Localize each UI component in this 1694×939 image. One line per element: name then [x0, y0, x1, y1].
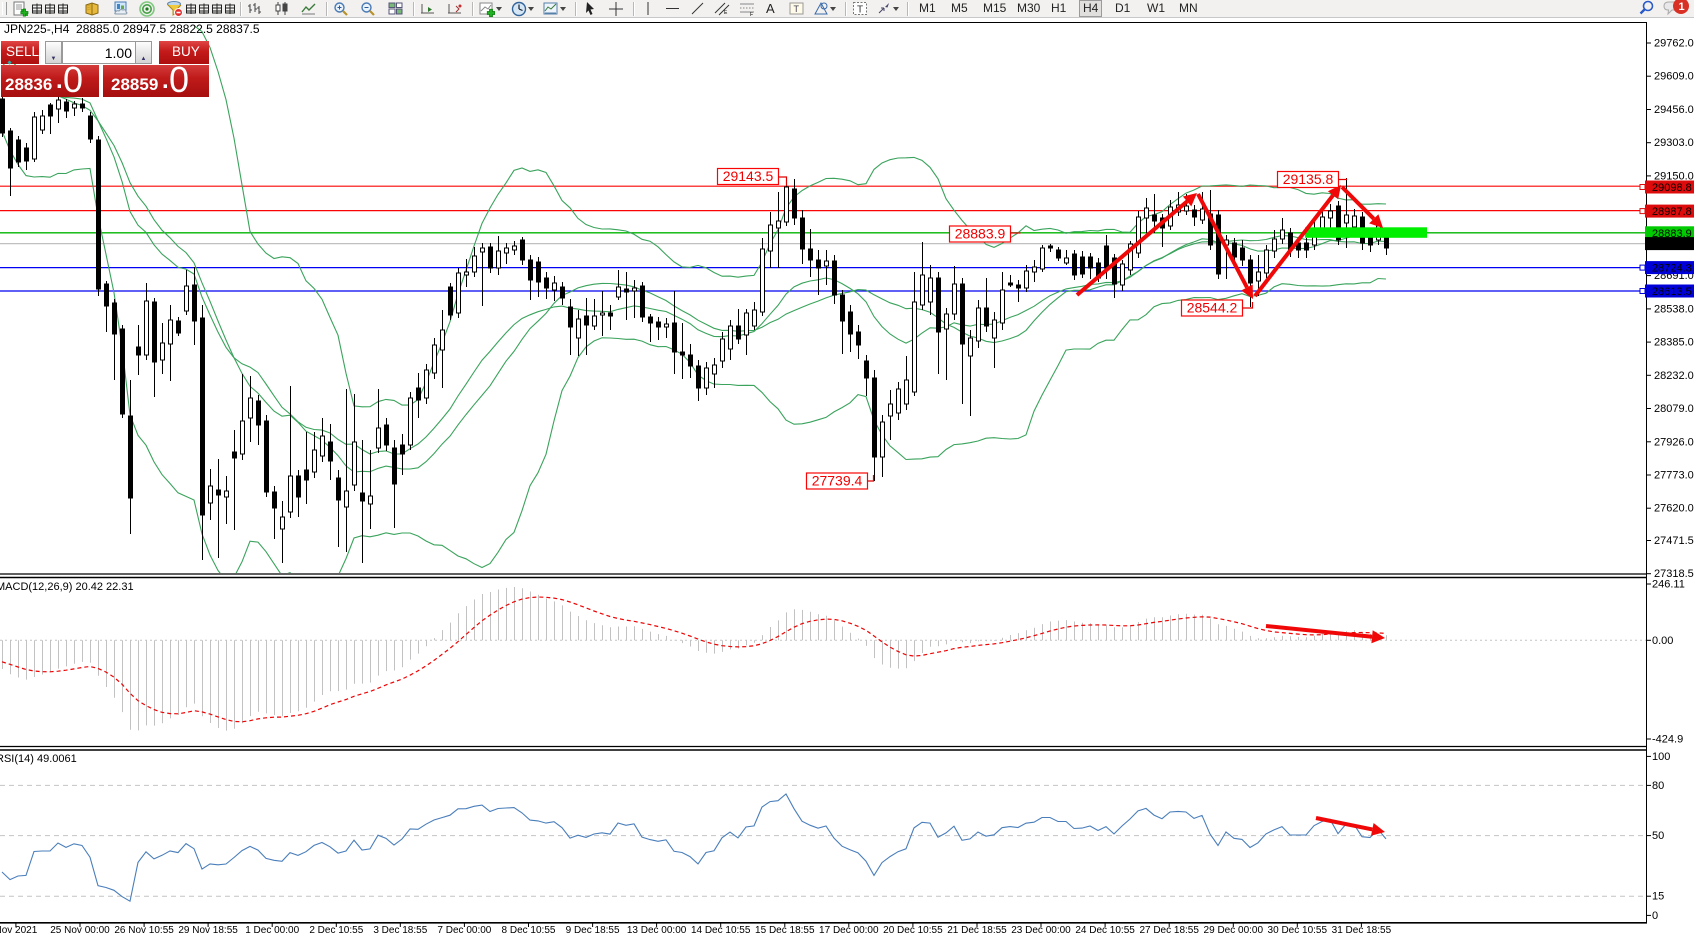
svg-text:JPN225-,H4 28885.0 28947.5 28: JPN225-,H4 28885.0 28947.5 28822.5 28837…	[4, 22, 260, 36]
svg-text:1 Dec 00:00: 1 Dec 00:00	[245, 925, 299, 934]
svg-text:26 Nov 10:55: 26 Nov 10:55	[114, 925, 174, 934]
svg-text:25 Nov 00:00: 25 Nov 00:00	[50, 925, 110, 934]
svg-text:0.00: 0.00	[1652, 635, 1673, 647]
svg-text:E: E	[724, 10, 728, 16]
svg-text:28232.0: 28232.0	[1654, 370, 1694, 382]
svg-text:21 Dec 18:55: 21 Dec 18:55	[947, 925, 1007, 934]
svg-text:T: T	[794, 4, 800, 14]
svg-text:29 Dec 00:00: 29 Dec 00:00	[1204, 925, 1264, 934]
svg-text:29135.8: 29135.8	[1283, 171, 1334, 187]
svg-text:50: 50	[1652, 830, 1664, 842]
svg-text:17 Dec 00:00: 17 Dec 00:00	[819, 925, 879, 934]
svg-text:MACD(12,26,9) 20.42 22.31: MACD(12,26,9) 20.42 22.31	[0, 581, 134, 593]
svg-text:28544.2: 28544.2	[1187, 300, 1238, 316]
svg-text:28883.9: 28883.9	[1652, 228, 1692, 240]
svg-text:28538.0: 28538.0	[1654, 303, 1694, 315]
svg-text:30 Dec 10:55: 30 Dec 10:55	[1268, 925, 1328, 934]
svg-text:27620.0: 27620.0	[1654, 503, 1694, 515]
svg-text:14 Dec 10:55: 14 Dec 10:55	[691, 925, 751, 934]
svg-text:28613.5: 28613.5	[1652, 286, 1692, 298]
svg-text:13 Dec 00:00: 13 Dec 00:00	[627, 925, 687, 934]
svg-text:2 Dec 10:55: 2 Dec 10:55	[309, 925, 363, 934]
svg-text:80: 80	[1652, 780, 1664, 792]
svg-text:0: 0	[1652, 910, 1658, 922]
svg-text:29143.5: 29143.5	[723, 168, 774, 184]
svg-text:T: T	[857, 5, 863, 16]
svg-text:27739.4: 27739.4	[812, 473, 863, 489]
svg-text:9 Dec 18:55: 9 Dec 18:55	[566, 925, 620, 934]
svg-text:15 Dec 18:55: 15 Dec 18:55	[755, 925, 815, 934]
svg-text:15: 15	[1652, 891, 1664, 903]
svg-text:3 Dec 18:55: 3 Dec 18:55	[373, 925, 427, 934]
svg-text:27471.5: 27471.5	[1654, 535, 1694, 547]
svg-text:8 Dec 10:55: 8 Dec 10:55	[502, 925, 556, 934]
svg-text:27 Dec 18:55: 27 Dec 18:55	[1139, 925, 1199, 934]
svg-text:RSI(14) 49.0061: RSI(14) 49.0061	[0, 753, 77, 765]
svg-text:28837.5: 28837.5	[1652, 239, 1692, 251]
svg-text:7 Dec 00:00: 7 Dec 00:00	[437, 925, 491, 934]
svg-text:31 Dec 18:55: 31 Dec 18:55	[1332, 925, 1392, 934]
svg-text:100: 100	[1652, 751, 1670, 763]
svg-text:29 Nov 18:55: 29 Nov 18:55	[178, 925, 238, 934]
svg-text:24 Dec 10:55: 24 Dec 10:55	[1075, 925, 1135, 934]
svg-text:29098.8: 29098.8	[1652, 182, 1692, 194]
svg-text:29609.0: 29609.0	[1654, 71, 1694, 83]
svg-text:27318.5: 27318.5	[1654, 568, 1694, 580]
svg-text:246.11: 246.11	[1652, 579, 1685, 591]
svg-text:28987.8: 28987.8	[1652, 206, 1692, 218]
svg-text:23 Dec 00:00: 23 Dec 00:00	[1011, 925, 1071, 934]
svg-text:28385.0: 28385.0	[1654, 337, 1694, 349]
svg-text:28724.3: 28724.3	[1652, 263, 1692, 275]
svg-text:29456.0: 29456.0	[1654, 104, 1694, 116]
svg-text:27773.0: 27773.0	[1654, 470, 1694, 482]
svg-text:20 Dec 10:55: 20 Dec 10:55	[883, 925, 943, 934]
svg-text:Nov 2021: Nov 2021	[0, 925, 38, 934]
svg-text:1: 1	[1679, 1, 1685, 13]
svg-text:27926.0: 27926.0	[1654, 436, 1694, 448]
svg-text:28079.0: 28079.0	[1654, 403, 1694, 415]
svg-text:29303.0: 29303.0	[1654, 137, 1694, 149]
svg-text:29150.0: 29150.0	[1654, 170, 1694, 182]
svg-text:29762.0: 29762.0	[1654, 38, 1694, 50]
svg-text:F: F	[750, 12, 753, 16]
svg-text:-424.9: -424.9	[1652, 734, 1683, 746]
svg-text:28883.9: 28883.9	[955, 226, 1006, 242]
